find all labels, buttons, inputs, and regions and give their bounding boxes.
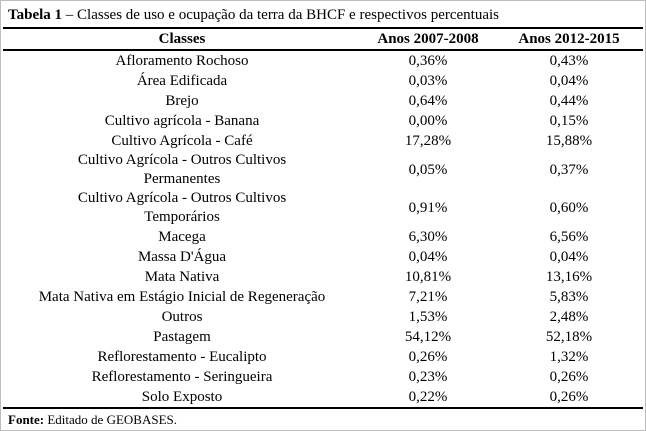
value-2007-2008-cell: 0,23% [408, 368, 448, 385]
value-2012-2015-cell: 2,48% [549, 308, 589, 325]
value-2012-2015-cell: 52,18% [545, 328, 593, 345]
value-2012-2015-cell: 6,56% [549, 228, 589, 245]
value-2012-2015-cell: 0,44% [549, 92, 589, 109]
class-cell: Área Edificada [136, 72, 228, 89]
table-row: Área Edificada 0,03% 0,04% [3, 71, 643, 91]
value-2007-2008-cell: 0,00% [408, 112, 448, 129]
header-anos-2007-2008: Anos 2007-2008 [361, 28, 495, 51]
source-label: Fonte: [8, 412, 45, 427]
value-2007-2008-cell: 6,30% [408, 228, 448, 245]
table-row: Cultivo Agrícola - Café 17,28% 15,88% [3, 131, 643, 151]
value-2012-2015-cell: 15,88% [545, 132, 593, 149]
class-cell: Cultivo Agrícola - Outros Cultivos Perma… [77, 152, 287, 187]
value-2012-2015-cell: 0,15% [549, 112, 589, 129]
table-caption: Tabela 1 – Classes de uso e ocupação da … [1, 1, 645, 27]
value-2012-2015-cell: 0,60% [549, 199, 589, 216]
value-2007-2008-cell: 0,03% [408, 72, 448, 89]
value-2007-2008-cell: 0,36% [408, 52, 448, 69]
table-row: Afloramento Rochoso 0,36% 0,43% [3, 50, 643, 71]
table-row: Reflorestamento - Eucalipto 0,26% 1,32% [3, 347, 643, 367]
table-source: Fonte: Editado de GEOBASES. [1, 409, 645, 430]
table-row: Massa D'Água 0,04% 0,04% [3, 247, 643, 267]
header-row: Classes Anos 2007-2008 Anos 2012-2015 [3, 28, 643, 51]
class-cell: Macega [158, 228, 206, 245]
class-cell: Solo Exposto [141, 388, 223, 405]
value-2012-2015-cell: 0,04% [549, 72, 589, 89]
class-cell: Outros [161, 308, 203, 325]
table-row: Solo Exposto 0,22% 0,26% [3, 387, 643, 408]
value-2012-2015-cell: 0,04% [549, 248, 589, 265]
table-caption-text: – Classes de uso e ocupação da terra da … [65, 7, 499, 23]
value-2007-2008-cell: 10,81% [404, 268, 452, 285]
table-header: Classes Anos 2007-2008 Anos 2012-2015 [3, 28, 643, 51]
header-classes: Classes [3, 28, 361, 51]
value-2007-2008-cell: 0,05% [408, 161, 448, 178]
table-row: Brejo 0,64% 0,44% [3, 91, 643, 111]
table-body: Afloramento Rochoso 0,36% 0,43% Área Edific… [3, 50, 643, 408]
value-2012-2015-cell: 5,83% [549, 288, 589, 305]
class-cell: Pastagem [153, 328, 211, 345]
table-row: Reflorestamento - Seringueira 0,23% 0,26% [3, 367, 643, 387]
table-row: Pastagem 54,12% 52,18% [3, 327, 643, 347]
value-2007-2008-cell: 0,26% [408, 348, 448, 365]
table-row: Cultivo Agrícola - Outros Cultivos Perma… [3, 151, 643, 189]
class-cell: Reflorestamento - Seringueira [91, 368, 273, 385]
header-anos-2012-2015: Anos 2012-2015 [495, 28, 643, 51]
value-2007-2008-cell: 0,22% [408, 388, 448, 405]
value-2007-2008-cell: 54,12% [404, 328, 452, 345]
table-row: Cultivo agrícola - Banana 0,00% 0,15% [3, 111, 643, 131]
class-cell: Cultivo Agrícola - Outros Cultivos Tempo… [77, 190, 287, 225]
table-row: Mata Nativa em Estágio Inicial de Regene… [3, 287, 643, 307]
value-2012-2015-cell: 0,43% [549, 52, 589, 69]
table-row: Macega 6,30% 6,56% [3, 227, 643, 247]
class-cell: Reflorestamento - Eucalipto [97, 348, 267, 365]
table-row: Outros 1,53% 2,48% [3, 307, 643, 327]
source-text: Editado de GEOBASES. [47, 412, 177, 427]
land-use-table: Classes Anos 2007-2008 Anos 2012-2015 Af… [3, 27, 643, 409]
value-2007-2008-cell: 1,53% [408, 308, 448, 325]
value-2007-2008-cell: 0,64% [408, 92, 448, 109]
class-cell: Cultivo agrícola - Banana [104, 112, 260, 129]
value-2007-2008-cell: 7,21% [408, 288, 448, 305]
class-cell: Mata Nativa em Estágio Inicial de Regene… [38, 288, 326, 305]
table-row: Cultivo Agrícola - Outros Cultivos Tempo… [3, 189, 643, 227]
class-cell: Cultivo Agrícola - Café [111, 132, 253, 149]
value-2007-2008-cell: 0,91% [408, 199, 448, 216]
class-cell: Mata Nativa [144, 268, 220, 285]
table-row: Mata Nativa 10,81% 13,16% [3, 267, 643, 287]
value-2012-2015-cell: 0,26% [549, 388, 589, 405]
class-cell: Brejo [165, 92, 199, 109]
table-caption-number: Tabela 1 [8, 7, 63, 23]
value-2012-2015-cell: 0,26% [549, 368, 589, 385]
value-2012-2015-cell: 13,16% [545, 268, 593, 285]
class-cell: Afloramento Rochoso [115, 52, 249, 69]
value-2012-2015-cell: 1,32% [549, 348, 589, 365]
value-2007-2008-cell: 0,04% [408, 248, 448, 265]
value-2007-2008-cell: 17,28% [404, 132, 452, 149]
class-cell: Massa D'Água [137, 248, 227, 265]
value-2012-2015-cell: 0,37% [549, 161, 589, 178]
